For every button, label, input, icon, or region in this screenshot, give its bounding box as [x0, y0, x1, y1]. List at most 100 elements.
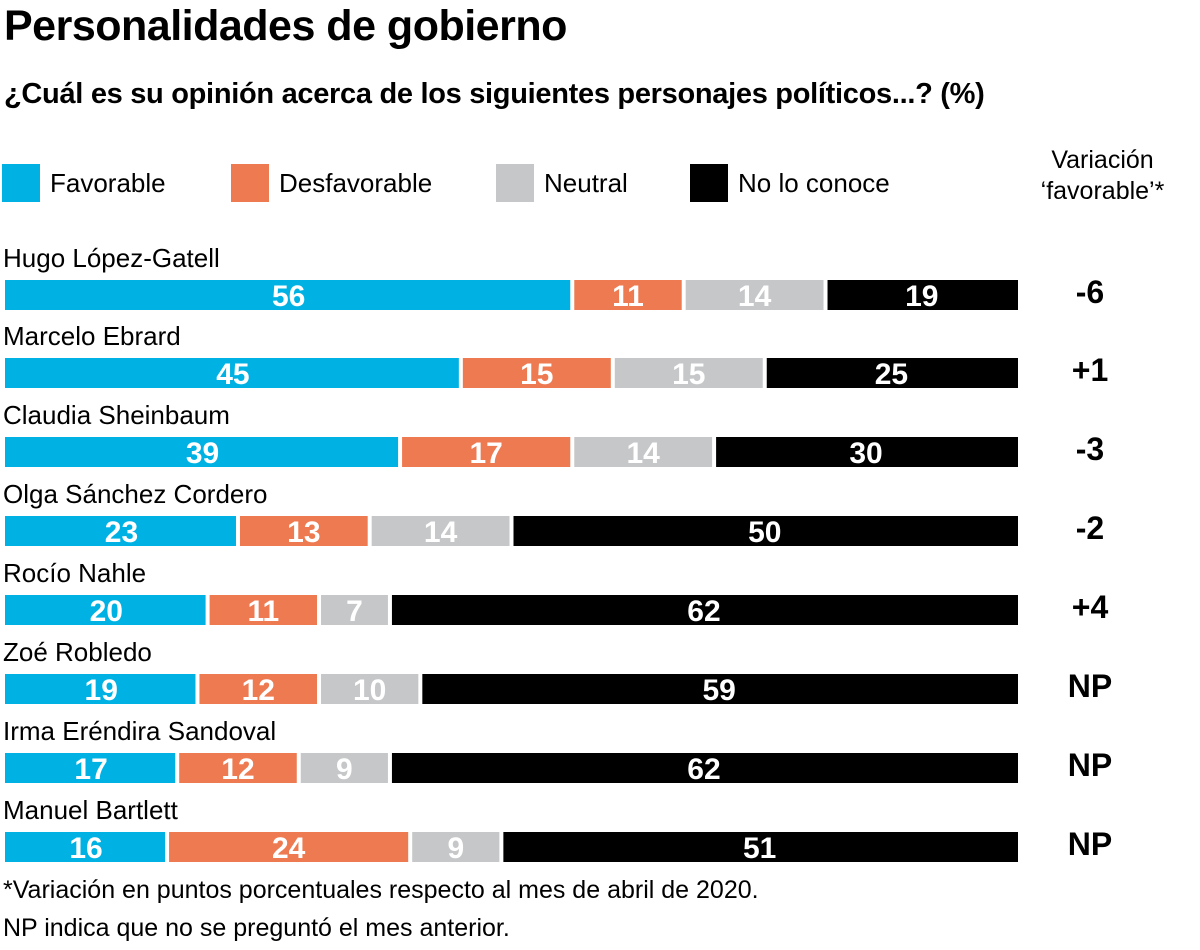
row-label: Rocío Nahle — [3, 558, 147, 588]
variation-value: +1 — [1071, 352, 1109, 388]
bar-segment-desfavorable — [179, 753, 297, 783]
data-label: 13 — [287, 516, 320, 549]
data-label: 10 — [353, 674, 386, 707]
bar-segment-favorable — [5, 595, 206, 625]
legend-label: Neutral — [544, 167, 628, 198]
row-label: Marcelo Ebrard — [3, 321, 181, 351]
row-label: Hugo López-Gatell — [3, 243, 220, 273]
bar-segment-neutral — [685, 280, 824, 310]
bar-segment-no-lo-conoce — [391, 595, 1018, 625]
variation-value: NP — [1067, 668, 1113, 704]
variation-value: -2 — [1075, 510, 1105, 546]
variation-value: +4 — [1071, 589, 1109, 625]
variation-value: -3 — [1075, 431, 1105, 467]
bar-segment-no-lo-conoce — [827, 280, 1018, 310]
bar-segment-favorable — [5, 832, 166, 862]
bar-segment-neutral — [574, 437, 713, 467]
legend-swatch-desfavorable — [231, 164, 269, 202]
data-label: 7 — [346, 595, 363, 628]
variation-value: NP — [1067, 747, 1113, 783]
bar-segment-no-lo-conoce — [513, 516, 1018, 546]
data-label: 9 — [336, 753, 353, 786]
bar-segment-neutral — [300, 753, 388, 783]
bar-segment-no-lo-conoce — [391, 753, 1018, 783]
data-label: 20 — [90, 595, 123, 628]
row-label: Claudia Sheinbaum — [3, 400, 230, 430]
variation-header-line2: ‘favorable’* — [1040, 177, 1165, 205]
chart-title: Personalidades de gobierno — [4, 2, 567, 50]
data-label: 39 — [186, 437, 219, 470]
data-label: 12 — [242, 674, 275, 707]
variation-value: -6 — [1075, 274, 1105, 310]
bar-segment-desfavorable — [169, 832, 409, 862]
bar-segment-favorable — [5, 753, 176, 783]
data-label: 50 — [748, 516, 781, 549]
data-label: 19 — [905, 280, 938, 313]
legend-item-neutral: Neutral — [496, 163, 628, 203]
bar-segment-neutral — [614, 358, 763, 388]
variation-header-line1: Variación — [1051, 146, 1154, 174]
data-label: 59 — [702, 674, 735, 707]
legend-swatch-neutral — [496, 164, 534, 202]
bar-segment-neutral — [412, 832, 500, 862]
chart-subtitle: ¿Cuál es su opinión acerca de los siguie… — [4, 78, 985, 110]
data-label: 17 — [469, 437, 502, 470]
data-label: 25 — [875, 358, 908, 391]
data-label: 14 — [627, 437, 661, 470]
variation-header: Variación ‘favorable’* — [1020, 145, 1185, 207]
data-label: 16 — [69, 832, 102, 865]
data-label: 14 — [424, 516, 458, 549]
bar-segment-favorable — [5, 437, 399, 467]
row-label: Zoé Robledo — [3, 637, 152, 667]
bar-segment-desfavorable — [199, 674, 318, 704]
data-label: 62 — [687, 753, 720, 786]
data-label: 15 — [520, 358, 553, 391]
footnote-np: NP indica que no se preguntó el mes ante… — [3, 914, 510, 942]
bar-segment-favorable — [5, 516, 236, 546]
data-label: 30 — [849, 437, 882, 470]
bar-segment-desfavorable — [462, 358, 611, 388]
data-label: 23 — [105, 516, 138, 549]
row-label: Irma Eréndira Sandoval — [3, 716, 277, 746]
footnote-variation: *Variación en puntos porcentuales respec… — [3, 876, 759, 904]
bar-segment-no-lo-conoce — [766, 358, 1018, 388]
bar-segment-neutral — [321, 595, 388, 625]
data-label: 9 — [447, 832, 464, 865]
bar-segment-desfavorable — [402, 437, 571, 467]
bar-segment-neutral — [321, 674, 419, 704]
legend-label: Favorable — [50, 167, 166, 198]
data-label: 56 — [272, 280, 305, 313]
data-label: 15 — [672, 358, 705, 391]
bar-segment-no-lo-conoce — [716, 437, 1018, 467]
data-label: 14 — [738, 280, 772, 313]
data-label: 12 — [221, 753, 254, 786]
data-label: 17 — [74, 753, 107, 786]
data-label: 11 — [247, 595, 279, 628]
legend-swatch-no-lo-conoce — [690, 164, 728, 202]
row-label: Olga Sánchez Cordero — [3, 479, 268, 509]
legend-label: Desfavorable — [279, 167, 433, 198]
bar-segment-desfavorable — [209, 595, 318, 625]
row-label: Manuel Bartlett — [3, 795, 178, 825]
data-label: 24 — [272, 832, 306, 865]
bar-segment-favorable — [5, 280, 571, 310]
data-label: 45 — [216, 358, 249, 391]
data-label: 51 — [743, 832, 776, 865]
bar-segment-no-lo-conoce — [422, 674, 1019, 704]
legend-item-desfavorable: Desfavorable — [231, 163, 432, 203]
bar-segment-favorable — [5, 674, 196, 704]
bar-segment-desfavorable — [239, 516, 368, 546]
variation-value: NP — [1067, 826, 1113, 862]
legend-item-no-lo-conoce: No lo conoce — [690, 163, 890, 203]
legend-swatch-favorable — [2, 164, 40, 202]
data-label: 62 — [687, 595, 720, 628]
bar-segment-no-lo-conoce — [503, 832, 1018, 862]
bar-segment-favorable — [5, 358, 459, 388]
bar-segment-desfavorable — [574, 280, 682, 310]
data-label: 11 — [612, 280, 644, 313]
legend-label: No lo conoce — [738, 167, 890, 198]
legend-item-favorable: Favorable — [2, 163, 166, 203]
data-label: 19 — [85, 674, 118, 707]
bar-segment-neutral — [371, 516, 510, 546]
